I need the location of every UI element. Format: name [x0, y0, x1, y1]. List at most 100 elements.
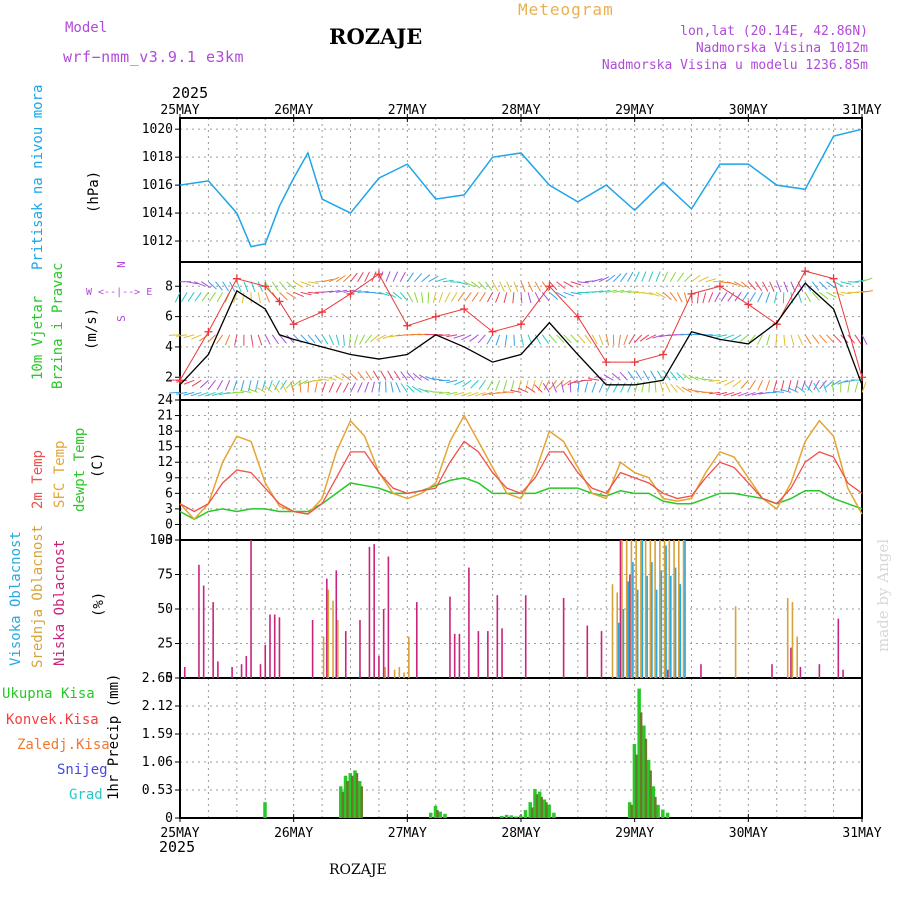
- wind-arrow: [797, 292, 803, 303]
- wind-arrow: [840, 291, 852, 295]
- wind-arrow: [591, 278, 603, 283]
- wind-arrow: [670, 383, 678, 393]
- wind-arrow: [567, 379, 579, 386]
- wind-arrow: [702, 292, 707, 304]
- wind-arrow: [400, 383, 408, 393]
- wind-arrow: [612, 382, 619, 393]
- wind-arrow: [534, 281, 541, 292]
- y-tick-label: 2: [165, 370, 173, 385]
- y-tick-label: 0: [165, 811, 173, 826]
- y-tick-label: 1018: [142, 150, 173, 165]
- wind-arrow: [648, 381, 651, 393]
- wind-arrow: [406, 384, 415, 393]
- wind-arrow: [657, 370, 664, 381]
- wind-arrow: [612, 273, 622, 283]
- wind-arrow: [328, 382, 335, 393]
- wind-arrow: [495, 380, 501, 391]
- wind-arrow: [478, 379, 486, 390]
- wind-arrow: [560, 381, 565, 393]
- y-tick-label: 0: [165, 671, 173, 686]
- wind-arrow: [293, 281, 304, 288]
- precip-bar-total: [353, 770, 357, 818]
- wind-arrow: [274, 380, 280, 391]
- y-tick-label: 18: [157, 424, 173, 439]
- wind-arrow: [627, 271, 634, 282]
- precip-bar-convective: [436, 810, 439, 818]
- wind-arrow: [236, 281, 242, 293]
- wind-arrow: [461, 334, 472, 341]
- wind-arrow: [191, 334, 202, 340]
- wind-arrow: [343, 273, 352, 283]
- wind-arrow: [775, 334, 778, 346]
- wind-arrow: [847, 381, 851, 393]
- wind-arrow: [183, 391, 195, 396]
- legend-snow: Snijeg: [57, 762, 108, 778]
- wind-arrow: [854, 334, 862, 345]
- precip-bar-convective: [639, 712, 643, 818]
- wind-arrow: [371, 271, 377, 282]
- wind-arrow: [740, 379, 749, 389]
- wind-arrow: [247, 388, 259, 393]
- altitude: Nadmorska Visina 1012m: [695, 41, 868, 56]
- wind-arrow: [676, 372, 685, 381]
- wind-arrow: [255, 386, 266, 393]
- wind-arrow: [645, 334, 657, 341]
- wind-arrow: [570, 281, 582, 286]
- wind-arrow: [199, 334, 209, 342]
- wind-arrow: [628, 334, 636, 345]
- wind-arrow: [428, 275, 439, 283]
- wind-arrow: [201, 281, 211, 289]
- wind-speed-line: [179, 282, 863, 386]
- legend-total: Ukupna Kisa: [2, 686, 95, 702]
- wind-arrow: [733, 281, 744, 288]
- wind-arrow: [861, 382, 867, 393]
- y-tick-label: 9: [165, 471, 173, 486]
- wind-arrow: [280, 380, 287, 390]
- wind-arrow: [534, 292, 541, 303]
- wind-arrow: [502, 391, 514, 393]
- wind-arrow: [197, 391, 209, 397]
- y-tick-label: 12: [157, 455, 173, 470]
- wind-arrow: [819, 281, 828, 290]
- y-tick-label: 1.06: [142, 755, 173, 770]
- wind-arrow: [683, 292, 688, 304]
- precip-bar-convective: [355, 773, 359, 818]
- precip-bar-total: [523, 810, 528, 818]
- wind-arrow: [438, 292, 444, 303]
- wind-arrow: [353, 334, 359, 346]
- wind-arrow: [413, 292, 419, 303]
- wind-arrow: [427, 292, 430, 304]
- wind-arrow: [241, 292, 245, 304]
- wind-arrow: [406, 292, 414, 303]
- wind-arrow: [250, 281, 256, 293]
- wind-arrow: [187, 281, 198, 285]
- wind-arrow: [563, 281, 574, 288]
- wind-arrow: [432, 292, 437, 304]
- wind-arrow: [556, 281, 566, 289]
- wind-arrow: [400, 371, 408, 381]
- wind-arrow: [804, 292, 812, 303]
- day-label: 25MAY: [160, 826, 199, 841]
- wind-arrow: [499, 281, 505, 292]
- precip-bar-total: [504, 814, 509, 818]
- wind-arrow: [659, 381, 664, 393]
- wind-arrow: [390, 381, 394, 393]
- wind-arrow: [406, 371, 415, 381]
- wind-arrow: [698, 276, 709, 283]
- wind-arrow: [804, 334, 812, 345]
- wind-arrow: [336, 289, 348, 293]
- wind-arrow: [510, 380, 515, 392]
- wind-arrow: [174, 292, 181, 303]
- wind-arrow: [314, 334, 323, 344]
- wind-arrow: [648, 291, 660, 297]
- wind-arrow: [757, 380, 763, 391]
- wind-arrow: [826, 334, 835, 344]
- wind-arrow: [378, 291, 390, 297]
- precip-bar-total: [519, 815, 523, 818]
- precip-bar-total: [651, 786, 656, 818]
- wind-arrow: [724, 379, 735, 386]
- wind-arrow: [453, 391, 465, 396]
- wind-arrow: [822, 381, 827, 393]
- wind-arrow: [837, 379, 848, 385]
- temp-2m-line: [179, 440, 863, 515]
